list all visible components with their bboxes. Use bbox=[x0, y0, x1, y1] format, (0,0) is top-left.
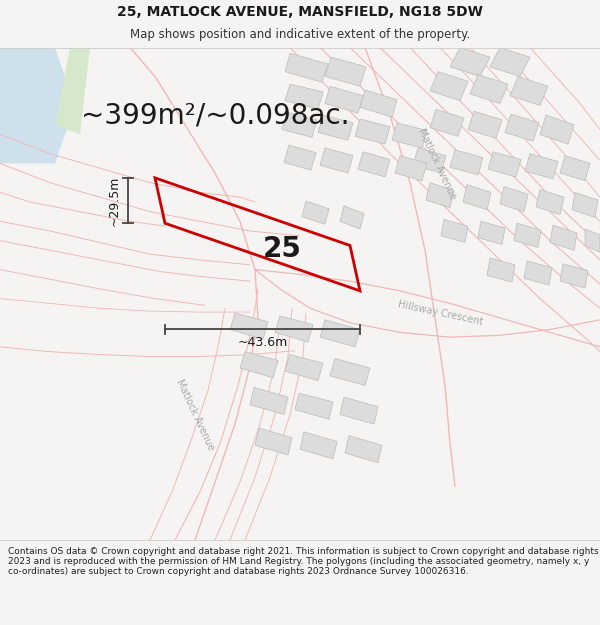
Polygon shape bbox=[0, 48, 75, 163]
Polygon shape bbox=[230, 313, 268, 339]
Polygon shape bbox=[560, 156, 590, 181]
Text: Hillsway Crescent: Hillsway Crescent bbox=[397, 299, 484, 327]
Text: ~43.6m: ~43.6m bbox=[238, 336, 287, 349]
Polygon shape bbox=[505, 114, 539, 141]
Polygon shape bbox=[500, 186, 528, 212]
Polygon shape bbox=[300, 432, 337, 459]
Polygon shape bbox=[325, 86, 363, 113]
Polygon shape bbox=[478, 221, 505, 244]
Polygon shape bbox=[441, 219, 468, 243]
Polygon shape bbox=[470, 74, 508, 104]
Text: Map shows position and indicative extent of the property.: Map shows position and indicative extent… bbox=[130, 28, 470, 41]
Polygon shape bbox=[450, 48, 490, 76]
Polygon shape bbox=[240, 352, 278, 377]
Polygon shape bbox=[275, 316, 313, 342]
Polygon shape bbox=[358, 152, 390, 177]
Text: ~399m²/~0.098ac.: ~399m²/~0.098ac. bbox=[81, 101, 349, 129]
Polygon shape bbox=[488, 152, 521, 177]
Polygon shape bbox=[525, 154, 558, 179]
Polygon shape bbox=[468, 111, 502, 138]
Polygon shape bbox=[255, 428, 292, 455]
Text: 25, MATLOCK AVENUE, MANSFIELD, NG18 5DW: 25, MATLOCK AVENUE, MANSFIELD, NG18 5DW bbox=[117, 5, 483, 19]
Polygon shape bbox=[320, 320, 360, 347]
Polygon shape bbox=[340, 397, 378, 424]
Polygon shape bbox=[510, 76, 548, 106]
Polygon shape bbox=[318, 115, 353, 140]
Polygon shape bbox=[540, 115, 574, 144]
Polygon shape bbox=[392, 123, 427, 148]
Polygon shape bbox=[572, 192, 598, 218]
Polygon shape bbox=[330, 359, 370, 386]
Text: Matlock Avenue: Matlock Avenue bbox=[174, 378, 216, 452]
Polygon shape bbox=[426, 182, 454, 208]
Polygon shape bbox=[560, 264, 588, 288]
Polygon shape bbox=[585, 229, 600, 253]
Polygon shape bbox=[524, 261, 552, 285]
Text: Contains OS data © Crown copyright and database right 2021. This information is : Contains OS data © Crown copyright and d… bbox=[8, 547, 598, 576]
Polygon shape bbox=[514, 223, 541, 248]
Polygon shape bbox=[340, 206, 364, 229]
Polygon shape bbox=[360, 90, 397, 117]
Text: ~29.5m: ~29.5m bbox=[107, 176, 121, 226]
Polygon shape bbox=[355, 119, 390, 144]
Polygon shape bbox=[395, 156, 427, 181]
Polygon shape bbox=[250, 388, 288, 414]
Polygon shape bbox=[487, 258, 515, 282]
Polygon shape bbox=[285, 53, 328, 82]
Polygon shape bbox=[285, 354, 323, 381]
Polygon shape bbox=[490, 48, 530, 76]
Polygon shape bbox=[295, 393, 333, 419]
Polygon shape bbox=[325, 57, 366, 86]
Polygon shape bbox=[302, 201, 329, 224]
Polygon shape bbox=[284, 145, 316, 170]
Polygon shape bbox=[345, 436, 382, 462]
Polygon shape bbox=[55, 48, 90, 134]
Polygon shape bbox=[282, 112, 317, 138]
Polygon shape bbox=[413, 148, 446, 173]
Polygon shape bbox=[430, 72, 468, 101]
Polygon shape bbox=[463, 184, 491, 210]
Polygon shape bbox=[550, 225, 577, 250]
Text: 25: 25 bbox=[263, 235, 302, 263]
Polygon shape bbox=[320, 148, 353, 173]
Polygon shape bbox=[285, 84, 323, 109]
Polygon shape bbox=[536, 189, 564, 214]
Text: Matlock Avenue: Matlock Avenue bbox=[416, 126, 458, 201]
Polygon shape bbox=[450, 150, 483, 175]
Polygon shape bbox=[430, 109, 464, 136]
